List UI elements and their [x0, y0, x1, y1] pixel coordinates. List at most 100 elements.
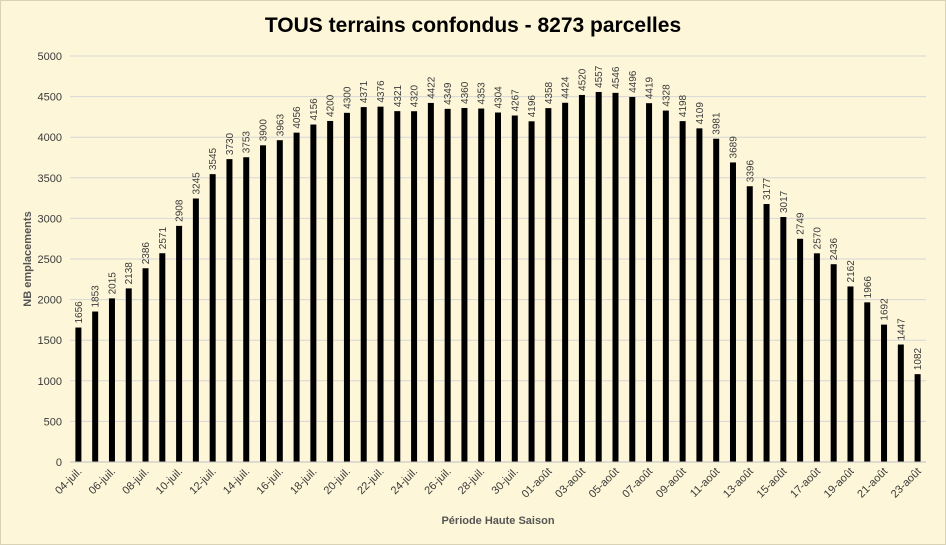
- bar: [495, 112, 501, 462]
- y-tick-label: 1500: [38, 335, 62, 347]
- bar: [914, 374, 921, 462]
- chart-title: TOUS terrains confondus - 8273 parcelles: [264, 14, 682, 37]
- bar: [595, 91, 602, 462]
- bar: [243, 157, 250, 462]
- data-label: 4520: [577, 68, 588, 91]
- bar: [864, 302, 871, 462]
- bar: [679, 121, 686, 462]
- bar: [813, 253, 820, 462]
- bar: [125, 288, 132, 462]
- data-label: 4546: [611, 66, 622, 89]
- x-tick-label: 30-juil.: [490, 466, 521, 497]
- y-tick-label: 2000: [38, 295, 62, 307]
- bar: [847, 286, 854, 462]
- bar: [713, 138, 720, 462]
- data-label: 2386: [141, 242, 152, 265]
- x-tick-label: 20-juil.: [322, 466, 353, 497]
- data-label: 2436: [829, 238, 840, 261]
- bar: [881, 324, 888, 462]
- bar: [427, 102, 434, 463]
- bar: [394, 111, 401, 463]
- bar: [293, 132, 300, 462]
- bar: [260, 145, 267, 462]
- data-label: 2908: [175, 199, 186, 222]
- x-tick-label: 01-août: [520, 466, 555, 501]
- bar: [528, 121, 535, 463]
- y-tick-label: 4500: [38, 92, 62, 104]
- data-label: 4424: [561, 76, 572, 99]
- x-tick-label: 16-juil.: [255, 466, 286, 497]
- bar: [578, 94, 585, 462]
- x-tick-label: 26-juil.: [422, 466, 453, 497]
- x-tick-label: 15-août: [755, 466, 790, 501]
- data-label: 2015: [107, 272, 118, 295]
- data-label: 2571: [158, 227, 169, 250]
- bar: [478, 108, 485, 462]
- bar: [646, 103, 653, 463]
- data-label: 3545: [208, 147, 219, 170]
- data-label: 3245: [191, 172, 202, 195]
- x-tick-label: 06-juil.: [87, 466, 118, 497]
- y-axis-ticks: 0 500 1000 1500 2000 2500 3000 3500 4000 4500 5000: [38, 51, 62, 469]
- data-label: 4353: [477, 82, 488, 105]
- bar: [696, 128, 703, 463]
- data-label: 4156: [309, 98, 320, 121]
- x-tick-label: 13-août: [721, 466, 756, 501]
- data-label: 4360: [460, 81, 471, 104]
- data-label: 4200: [326, 94, 337, 117]
- x-tick-label: 17-août: [788, 466, 823, 501]
- data-label: 3730: [225, 132, 236, 155]
- y-tick-label: 0: [56, 457, 62, 469]
- y-tick-label: 2500: [38, 254, 62, 266]
- y-tick-label: 5000: [38, 51, 62, 63]
- bar: [343, 112, 350, 462]
- data-label: 4109: [695, 102, 706, 125]
- bar: [192, 198, 199, 463]
- bar: [562, 102, 569, 462]
- y-tick-label: 3500: [38, 173, 62, 185]
- x-tick-label: 14-juil.: [221, 466, 252, 497]
- data-label: 3900: [259, 119, 270, 142]
- y-tick-label: 500: [44, 416, 62, 428]
- data-label: 1692: [880, 298, 891, 321]
- x-tick-label: 12-juil.: [187, 466, 218, 497]
- x-tick-label: 24-juil.: [389, 466, 420, 497]
- bar: [746, 186, 753, 462]
- data-label: 3689: [728, 136, 739, 159]
- bar: [108, 298, 115, 462]
- bar: [461, 107, 468, 462]
- x-tick-label: 11-août: [688, 466, 722, 500]
- x-tick-label: 10-juil.: [154, 466, 185, 497]
- bar: [276, 140, 283, 462]
- bar: [444, 108, 451, 462]
- bar: [662, 110, 669, 462]
- y-tick-label: 1000: [38, 376, 62, 388]
- x-tick-label: 28-juil.: [456, 466, 487, 497]
- bar: [92, 311, 99, 462]
- data-label: 3753: [242, 131, 253, 154]
- bar: [729, 162, 736, 463]
- data-label: 2570: [812, 227, 823, 250]
- data-label: 1082: [913, 347, 924, 370]
- bar: [176, 225, 183, 462]
- x-axis-title: Période Haute Saison: [441, 515, 554, 527]
- data-label: 3963: [275, 114, 286, 137]
- x-tick-label: 21-août: [855, 466, 890, 501]
- data-label: 4267: [510, 89, 521, 112]
- data-label: 2138: [124, 262, 135, 285]
- data-label: 4304: [494, 86, 505, 109]
- data-label: 1656: [74, 301, 85, 324]
- bar: [209, 174, 216, 462]
- bar: [763, 204, 770, 463]
- bar: [830, 264, 837, 462]
- data-label: 4198: [678, 94, 689, 117]
- x-tick-label: 22-juil.: [355, 466, 386, 497]
- data-label: 1853: [91, 285, 102, 308]
- data-label: 1447: [896, 318, 907, 341]
- bar: [360, 107, 367, 462]
- data-label: 2162: [846, 260, 857, 283]
- data-label: 3177: [762, 177, 773, 200]
- x-tick-label: 03-août: [553, 466, 588, 501]
- data-label: 2749: [796, 212, 807, 235]
